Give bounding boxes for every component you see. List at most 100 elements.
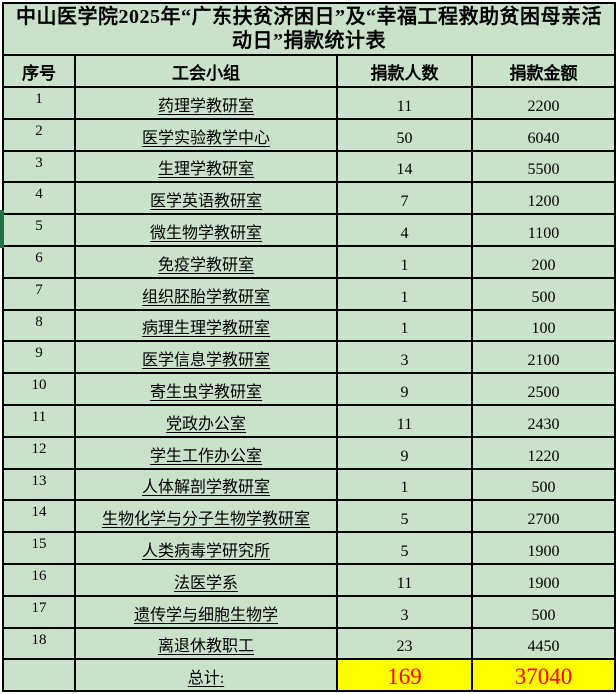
- table-row: 17 遗传学与细胞生物学 3 500: [2, 594, 616, 629]
- table-row: 5 微生物学教研室 4 1100: [2, 213, 616, 247]
- title-row: 中山医学院2025年“广东扶贫济困日”及“幸福工程救助贫困母亲活动日”捐款统计表: [2, 2, 616, 56]
- cell-donor-count[interactable]: 1: [336, 467, 473, 502]
- cell-donation-amount[interactable]: 2430: [471, 403, 616, 438]
- cell-union-group[interactable]: 医学英语教研室: [74, 181, 338, 216]
- cell-serial[interactable]: 15: [2, 531, 76, 565]
- cell-union-group[interactable]: 生理学教研室: [74, 149, 338, 184]
- cell-donation-amount[interactable]: 1100: [471, 213, 616, 247]
- cell-union-group[interactable]: 药理学教研室: [74, 86, 338, 120]
- cell-donor-count[interactable]: 1: [336, 308, 473, 343]
- col-header-serial[interactable]: 序号: [2, 54, 76, 88]
- cell-serial[interactable]: 9: [2, 340, 76, 375]
- cell-donor-count[interactable]: 11: [336, 86, 473, 120]
- cell-donation-amount[interactable]: 500: [471, 276, 616, 311]
- cell-donor-count[interactable]: 11: [336, 403, 473, 438]
- cell-donation-amount[interactable]: 6040: [471, 117, 616, 152]
- cell-union-group[interactable]: 病理生理学教研室: [74, 308, 338, 343]
- cell-donor-count[interactable]: 7: [336, 181, 473, 216]
- table-row: 1 药理学教研室 11 2200: [2, 86, 616, 120]
- table-row: 15 人类病毒学研究所 5 1900: [2, 531, 616, 565]
- table-row: 10 寄生虫学教研室 9 2500: [2, 372, 616, 406]
- cell-donor-count[interactable]: 5: [336, 499, 473, 534]
- cell-serial[interactable]: 17: [2, 594, 76, 629]
- cell-donor-count[interactable]: 23: [336, 626, 473, 661]
- cell-serial[interactable]: 3: [2, 149, 76, 184]
- cell-serial[interactable]: 18: [2, 626, 76, 661]
- cell-donor-count[interactable]: 3: [336, 594, 473, 629]
- cell-serial[interactable]: 6: [2, 244, 76, 279]
- cell-donation-amount[interactable]: 100: [471, 308, 616, 343]
- table-row: 9 医学信息学教研室 3 2100: [2, 340, 616, 375]
- cell-serial[interactable]: 7: [2, 276, 76, 311]
- cell-union-group[interactable]: 遗传学与细胞生物学: [74, 594, 338, 629]
- cell-donation-amount[interactable]: 200: [471, 244, 616, 279]
- cell-serial[interactable]: 13: [2, 467, 76, 502]
- total-empty-cell[interactable]: [2, 658, 76, 693]
- cell-donor-count[interactable]: 3: [336, 340, 473, 375]
- col-header-donor-count[interactable]: 捐款人数: [336, 54, 473, 88]
- cell-union-group[interactable]: 寄生虫学教研室: [74, 372, 338, 406]
- cell-donation-amount[interactable]: 2100: [471, 340, 616, 375]
- cell-serial[interactable]: 1: [2, 86, 76, 120]
- cell-donation-amount[interactable]: 1900: [471, 531, 616, 565]
- cell-donor-count[interactable]: 9: [336, 435, 473, 470]
- cell-union-group[interactable]: 组织胚胎学教研室: [74, 276, 338, 311]
- col-header-donation-amount[interactable]: 捐款金额: [471, 54, 616, 88]
- total-label[interactable]: 总计:: [74, 658, 338, 693]
- cell-donation-amount[interactable]: 500: [471, 594, 616, 629]
- cell-serial[interactable]: 5: [2, 213, 76, 247]
- cell-donor-count[interactable]: 1: [336, 276, 473, 311]
- table-row: 12 学生工作办公室 9 1220: [2, 435, 616, 470]
- cell-donation-amount[interactable]: 5500: [471, 149, 616, 184]
- cell-donation-amount[interactable]: 2700: [471, 499, 616, 534]
- cell-union-group[interactable]: 微生物学教研室: [74, 213, 338, 247]
- cell-union-group[interactable]: 党政办公室: [74, 403, 338, 438]
- cell-donor-count[interactable]: 14: [336, 149, 473, 184]
- cell-donor-count[interactable]: 1: [336, 244, 473, 279]
- cell-donation-amount[interactable]: 4450: [471, 626, 616, 661]
- cell-serial[interactable]: 16: [2, 562, 76, 597]
- cell-donation-amount[interactable]: 1200: [471, 181, 616, 216]
- cell-union-group[interactable]: 医学信息学教研室: [74, 340, 338, 375]
- table-row: 11 党政办公室 11 2430: [2, 403, 616, 438]
- cell-serial[interactable]: 4: [2, 181, 76, 216]
- cell-union-group[interactable]: 人类病毒学研究所: [74, 531, 338, 565]
- total-donor-count[interactable]: 169: [336, 658, 473, 693]
- cell-serial[interactable]: 2: [2, 117, 76, 152]
- cell-donor-count[interactable]: 11: [336, 562, 473, 597]
- cell-donation-amount[interactable]: 500: [471, 467, 616, 502]
- cell-union-group[interactable]: 人体解剖学教研室: [74, 467, 338, 502]
- cell-union-group[interactable]: 法医学系: [74, 562, 338, 597]
- table-row: 4 医学英语教研室 7 1200: [2, 181, 616, 216]
- cell-union-group[interactable]: 生物化学与分子生物学教研室: [74, 499, 338, 534]
- cell-union-group[interactable]: 医学实验教学中心: [74, 117, 338, 152]
- cell-donor-count[interactable]: 4: [336, 213, 473, 247]
- table-body: 1 药理学教研室 11 2200 2 医学实验教学中心 50 6040 3 生理学教研室 14 550…: [2, 86, 616, 661]
- cell-donation-amount[interactable]: 1900: [471, 562, 616, 597]
- col-header-union-group[interactable]: 工会小组: [74, 54, 338, 88]
- table-title[interactable]: 中山医学院2025年“广东扶贫济困日”及“幸福工程救助贫困母亲活动日”捐款统计表: [2, 2, 616, 56]
- cell-serial[interactable]: 10: [2, 372, 76, 406]
- cell-union-group[interactable]: 免疫学教研室: [74, 244, 338, 279]
- cell-union-group[interactable]: 离退休教职工: [74, 626, 338, 661]
- cell-donation-amount[interactable]: 2500: [471, 372, 616, 406]
- table-row: 16 法医学系 11 1900: [2, 562, 616, 597]
- cell-donor-count[interactable]: 50: [336, 117, 473, 152]
- cell-donation-amount[interactable]: 2200: [471, 86, 616, 120]
- cell-donation-amount[interactable]: 1220: [471, 435, 616, 470]
- cell-serial[interactable]: 11: [2, 403, 76, 438]
- table-row: 14 生物化学与分子生物学教研室 5 2700: [2, 499, 616, 534]
- cell-serial[interactable]: 8: [2, 308, 76, 343]
- header-row: 序号 工会小组 捐款人数 捐款金额: [2, 54, 616, 88]
- cell-donor-count[interactable]: 9: [336, 372, 473, 406]
- total-row: 总计: 169 37040: [2, 658, 616, 693]
- table-row: 18 离退休教职工 23 4450: [2, 626, 616, 661]
- total-donation-amount[interactable]: 37040: [471, 658, 616, 693]
- table-row: 3 生理学教研室 14 5500: [2, 149, 616, 184]
- cell-serial[interactable]: 14: [2, 499, 76, 534]
- cell-donor-count[interactable]: 5: [336, 531, 473, 565]
- table-row: 2 医学实验教学中心 50 6040: [2, 117, 616, 152]
- cell-serial[interactable]: 12: [2, 435, 76, 470]
- cell-union-group[interactable]: 学生工作办公室: [74, 435, 338, 470]
